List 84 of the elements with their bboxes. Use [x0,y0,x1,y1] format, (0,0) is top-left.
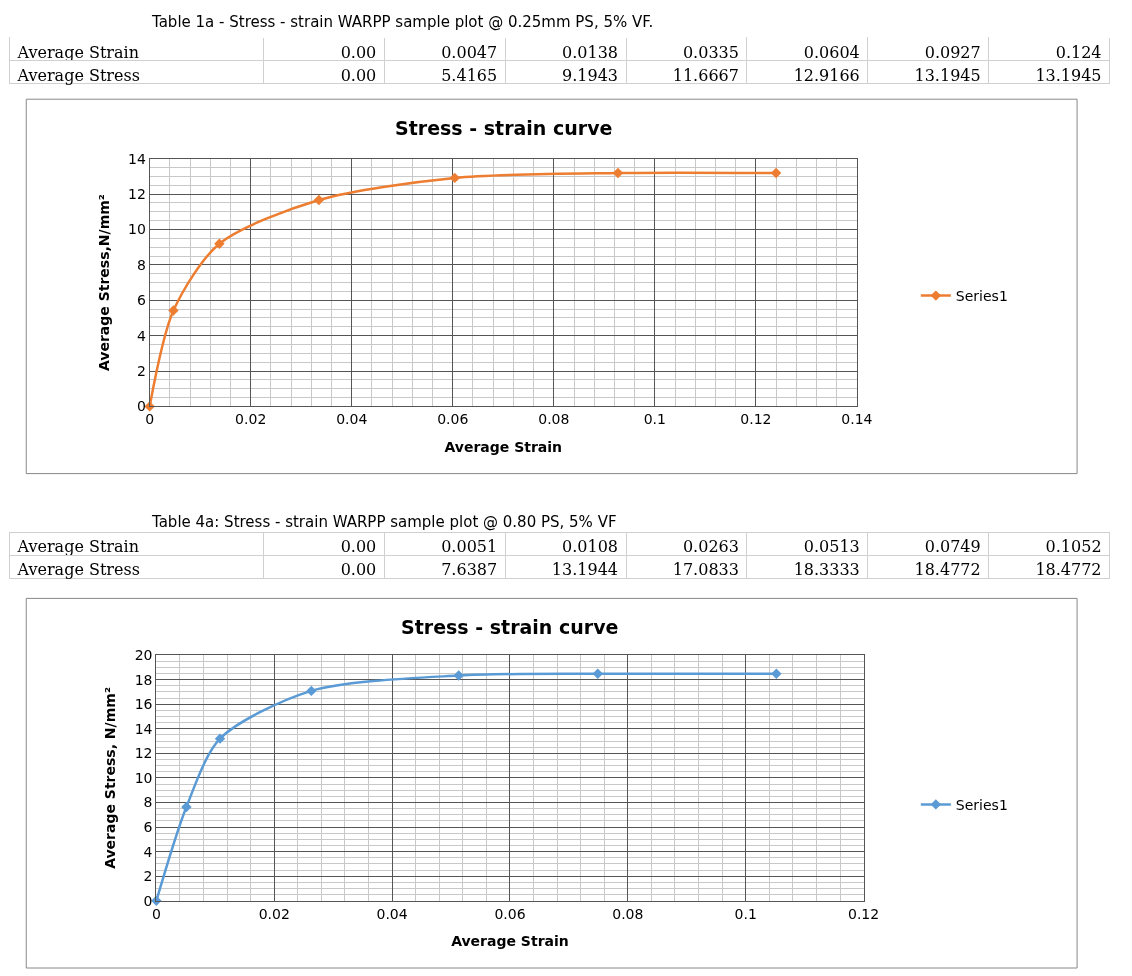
x-tick-label: 0.06 [437,411,469,428]
text: 5.4165 [441,65,498,85]
y-tick-label: 6 [143,818,153,835]
x-tick-label: 0.02 [258,905,290,922]
text: Average Stress [16,560,140,580]
point [592,668,603,679]
text: 0.0138 [562,42,619,62]
y-tick-label: 10 [134,769,153,786]
y-axis-title: Average Stress,N/mm² [95,194,112,372]
point [453,670,464,681]
point [313,194,325,206]
y-tick-label: 20 [134,646,153,663]
text: Average Stress [16,65,140,85]
text: 0.00 [340,65,377,85]
text: 0.0047 [441,42,498,62]
y-tick-label: 18 [134,671,153,688]
y-axis-title: Average Stress, N/mm² [102,686,119,869]
text: 0.0051 [441,537,498,557]
text: Average Strain [16,42,139,62]
y-tick-label: 12 [128,186,146,202]
x-tick-label: 0.04 [376,905,408,922]
point [771,668,782,679]
y-tick-label: 16 [134,696,153,713]
x-tick-label: 0.1 [643,411,666,428]
y-tick-label: 14 [128,150,146,167]
text: 0.0749 [924,537,981,557]
point [214,238,225,249]
chart-subtitle: Table 1a - Stress - strain WARPP sample plot @ 0.25mm PS, 5% VF. [151,13,654,31]
x-tick-label: 0.08 [612,905,644,922]
legend-label: Series1 [955,288,1008,305]
x-tick-label: 0.12 [740,411,772,428]
text: 0.0108 [562,537,619,557]
x-tick-label: 0.08 [538,411,570,428]
x-tick-label: 0.14 [841,411,873,428]
y-tick-label: 0 [143,892,153,909]
y-tick-label: 2 [143,868,153,885]
y-tick-label: 10 [128,221,146,238]
y-tick-label: 6 [136,292,146,309]
y-tick-label: 8 [136,256,146,273]
text: 9.1943 [562,65,619,85]
text: 0.124 [1055,42,1102,62]
point [181,801,192,813]
x-tick-label: 0.04 [336,411,368,428]
text: 0.00 [340,537,377,557]
text: 12.9166 [793,65,860,85]
text: 17.0833 [672,560,739,580]
text: 0.0604 [803,42,860,62]
chart-subtitle: Table 4a: Stress - strain WARPP sample plot @ 0.80 PS, 5% VF [151,513,617,531]
text: 18.4772 [1035,560,1102,580]
y-tick-label: 4 [143,843,153,860]
text: 13.1944 [551,560,619,580]
text: 0.0927 [924,42,981,62]
text: 0.0513 [803,537,860,557]
text: 0.00 [340,560,377,580]
legend-label: Series1 [955,796,1008,813]
y-tick-label: 14 [134,720,153,737]
text: 7.6387 [441,560,498,580]
text: 0.1052 [1045,537,1102,557]
x-tick-label: 0.06 [494,905,526,922]
text: 0.0263 [682,537,739,557]
x-tick-label: 0.02 [235,411,267,428]
point [214,733,226,744]
y-tick-label: 4 [136,327,146,344]
text: Average Strain [16,537,139,557]
y-tick-label: 8 [143,794,153,811]
point [306,685,317,697]
x-axis-title: Average Strain [451,932,569,949]
y-tick-label: 2 [136,362,146,379]
point [168,305,179,316]
y-tick-label: 0 [136,398,146,415]
point [449,172,460,184]
text: 13.1945 [914,65,981,85]
text: 18.4772 [914,560,981,580]
y-tick-label: 12 [134,745,153,762]
x-axis-title: Average Strain [444,438,563,455]
text: 0.0335 [682,42,739,62]
chart-title: Stress - strain curve [395,117,613,139]
text: 0.00 [340,42,377,62]
text: 11.6667 [672,65,739,85]
text: 18.3333 [793,560,860,580]
chart-title: Stress - strain curve [401,616,619,638]
x-tick-label: 0.12 [847,905,880,922]
text: 13.1945 [1035,65,1102,85]
x-tick-label: 0.1 [734,905,757,922]
